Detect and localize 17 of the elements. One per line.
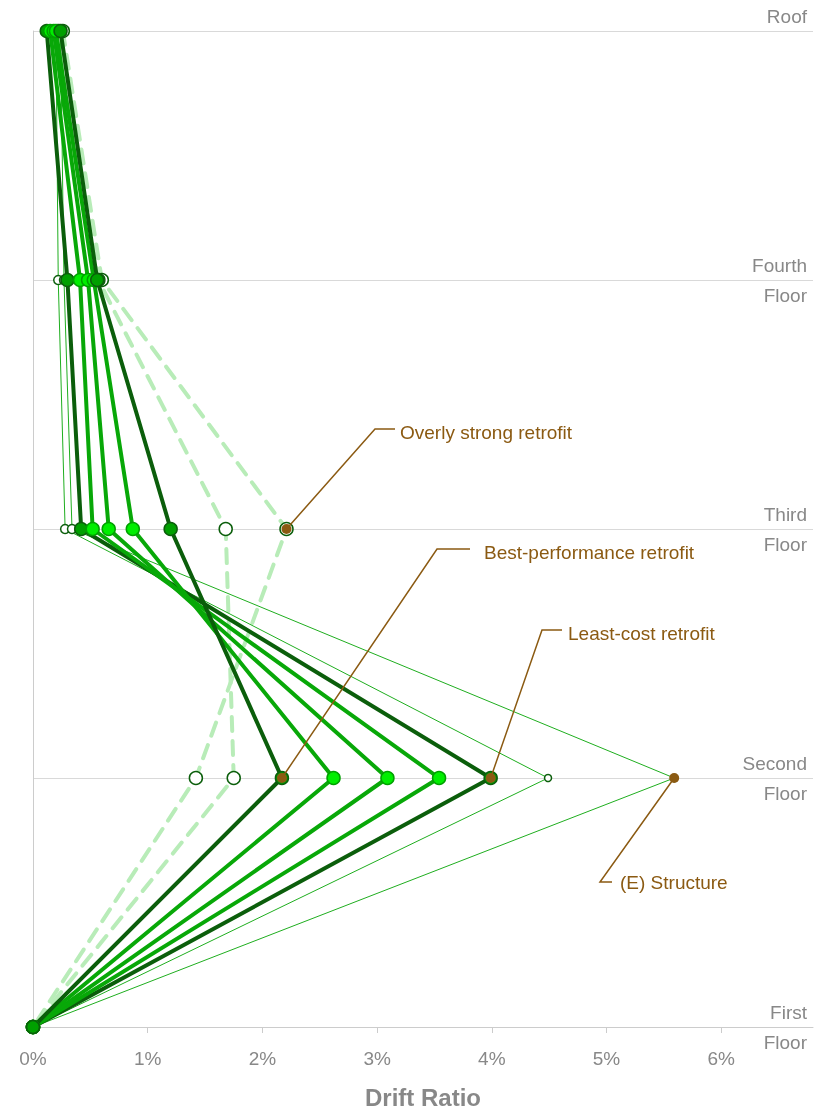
y-tick-label: Roof <box>766 5 808 27</box>
annotation: (E) Structure <box>620 872 728 893</box>
x-tick-label: 1% <box>133 1048 162 1069</box>
annotation: Least-cost retrofit <box>568 623 716 644</box>
x-tick-label: 2% <box>248 1048 277 1069</box>
y-tick-label: First Floor <box>763 1001 808 1053</box>
annotation: Overly strong retrofit <box>400 422 573 443</box>
y-tick-label: Third Floor <box>763 503 808 555</box>
y-tick-label: Second Floor <box>742 752 808 804</box>
y-tick-label: Fourth Floor <box>752 254 808 306</box>
x-axis-title: Drift Ratio <box>365 1083 481 1111</box>
x-tick-label: 6% <box>707 1048 736 1069</box>
x-tick-label: 3% <box>363 1048 391 1069</box>
x-tick-label: 5% <box>592 1048 621 1069</box>
x-tick-label: 0% <box>19 1048 47 1069</box>
x-tick-label: 4% <box>478 1048 506 1069</box>
annotation: Best-performance retrofit <box>484 542 695 563</box>
